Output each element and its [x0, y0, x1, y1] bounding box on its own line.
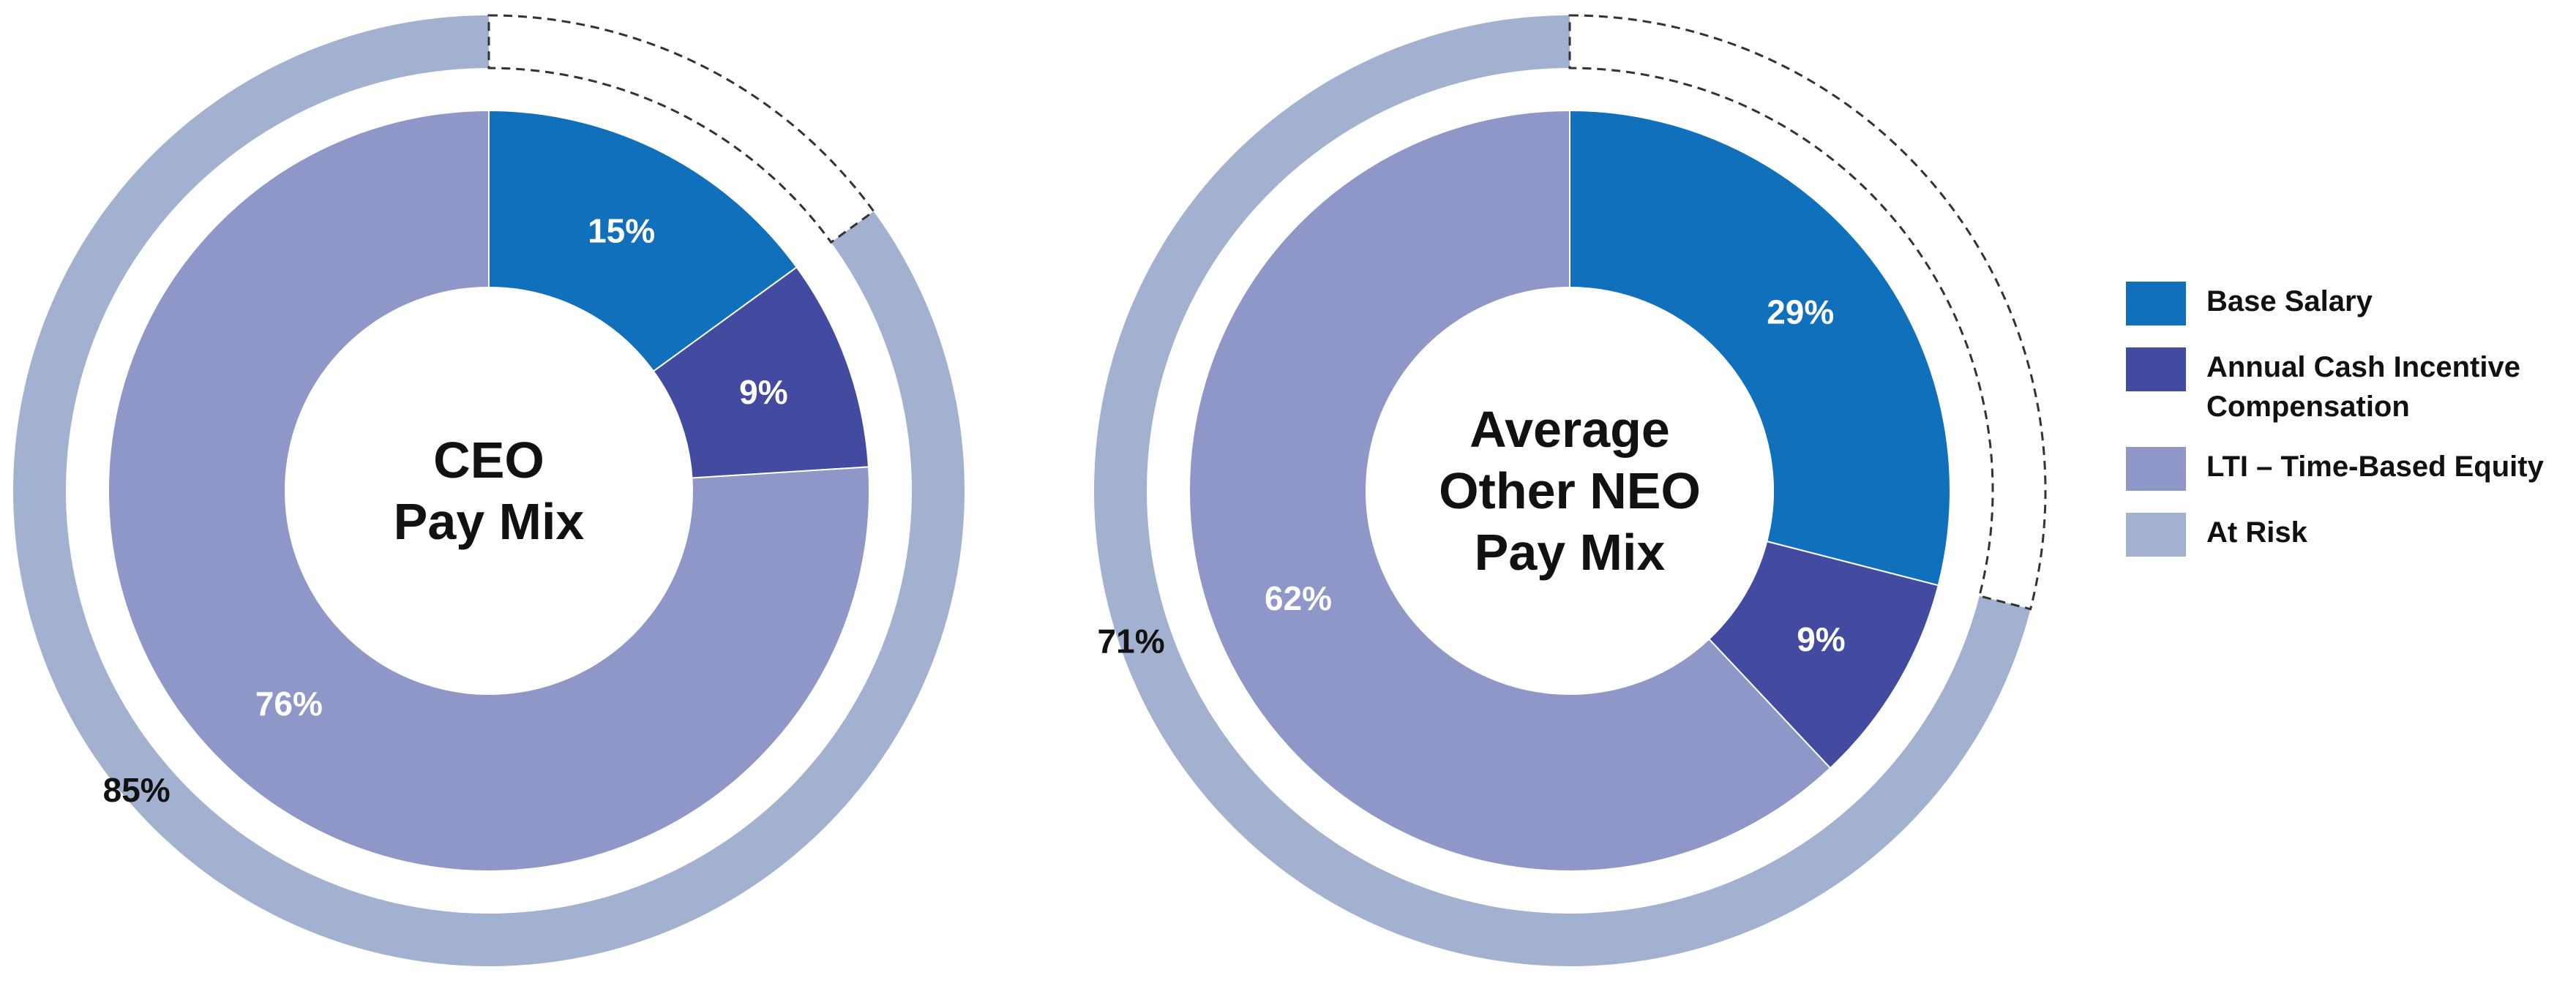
slice-lti-0 [107, 109, 870, 872]
legend-label-lti: LTI – Time-Based Equity [2206, 451, 2544, 483]
legend-item-base-salary: Base Salary [2126, 282, 2565, 327]
legend-item-at-risk: At Risk [2126, 513, 2565, 558]
not-at-risk-outline-1 [1568, 14, 2047, 611]
chart-title-line-1-1: Other NEO [1439, 462, 1701, 519]
slice-label-lti-0: 76% [255, 685, 323, 723]
legend-label-annual-cash: Annual Cash Incentive Compensation [2206, 351, 2520, 423]
slice-label-base-salary-1: 29% [1767, 293, 1834, 331]
legend-swatch-lti [2126, 447, 2186, 491]
legend-item-lti: LTI – Time-Based Equity [2126, 447, 2565, 492]
slice-base-salary-1 [1569, 109, 1951, 587]
slice-label-base-salary-0: 15% [588, 211, 655, 249]
legend-item-annual-cash: Annual Cash Incentive Compensation [2126, 347, 2565, 426]
legend-swatch-base-salary [2126, 282, 2186, 325]
slice-label-lti-1: 62% [1265, 579, 1332, 617]
legend-swatch-annual-cash [2126, 347, 2186, 391]
not-at-risk-outline-0 [487, 14, 875, 244]
legend: Base Salary Annual Cash Incentive Compen… [2126, 282, 2565, 579]
slice-label-annual-cash-1: 9% [1797, 620, 1845, 658]
chart-title-line-0-1: Pay Mix [394, 493, 585, 550]
slice-lti-1 [1188, 109, 1832, 872]
at-risk-label-0: 85% [103, 771, 171, 809]
legend-swatch-at-risk [2126, 513, 2186, 557]
chart-title-line-1-0: Average [1469, 401, 1670, 458]
chart-title-line-1-2: Pay Mix [1475, 524, 1666, 581]
at-risk-label-1: 71% [1098, 622, 1165, 660]
legend-label-base-salary: Base Salary [2206, 285, 2373, 317]
slice-label-annual-cash-0: 9% [739, 373, 787, 411]
slice-base-salary-0 [488, 109, 798, 372]
legend-label-at-risk: At Risk [2206, 516, 2307, 549]
chart-title-line-0-0: CEO [433, 432, 544, 489]
